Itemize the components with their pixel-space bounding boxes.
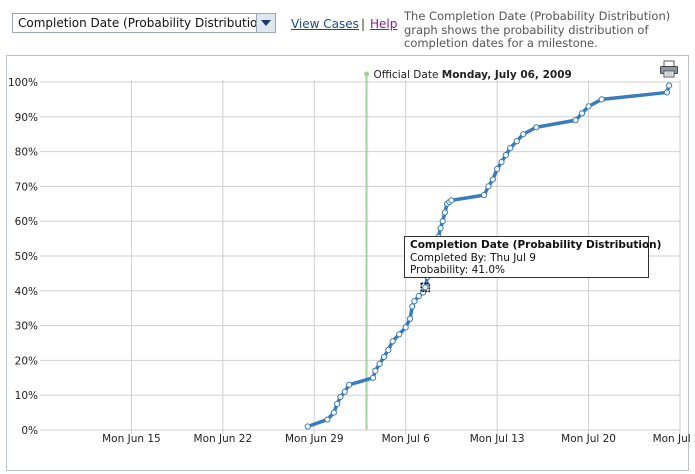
data-point — [663, 89, 671, 96]
y-tick-label: 60% — [15, 216, 38, 228]
y-tick-label: 50% — [15, 251, 38, 263]
data-point — [409, 303, 416, 310]
data-point — [666, 82, 673, 89]
data-point — [494, 165, 501, 173]
x-tick-label: Mon Jun 22 — [194, 433, 253, 445]
data-point — [572, 117, 579, 124]
x-axis: Mon Jun 15 Mon Jun 22 Mon Jun 29 Mon Jul 6 M… — [102, 433, 695, 445]
data-point — [485, 183, 492, 190]
chart-type-dropdown[interactable]: Completion Date (Probability Distributio… — [12, 13, 276, 33]
data-point — [330, 409, 337, 416]
data-point — [578, 110, 586, 117]
y-tick-label: 30% — [15, 321, 38, 333]
y-axis: 0% 10% 20% 30% 40% 50% 60% 70% 80% 90% 100% — [8, 77, 38, 437]
chart-description: The Completion Date (Probability Distrib… — [404, 9, 671, 50]
dropdown-toggle[interactable] — [256, 14, 275, 32]
data-point — [402, 324, 409, 331]
data-point — [533, 124, 540, 131]
data-point — [585, 103, 592, 110]
printer-icon — [660, 60, 678, 78]
data-point — [380, 353, 388, 361]
data-point — [324, 416, 331, 423]
chart-grid — [40, 80, 681, 434]
y-tick-label: 70% — [15, 181, 38, 193]
tooltip-completed-by: Completed By: Thu Jul 9 — [410, 251, 536, 264]
data-point — [520, 131, 527, 138]
data-point — [513, 138, 520, 145]
link-separator: | — [361, 17, 366, 31]
data-point — [489, 176, 496, 183]
data-point — [341, 388, 348, 395]
chevron-down-icon — [261, 20, 271, 26]
official-date-label: Official Date Monday, July 06, 2009 — [374, 69, 572, 81]
data-point — [369, 374, 377, 381]
data-point — [396, 331, 403, 338]
chart-tooltip: Completion Date (Probability Distributio… — [404, 236, 662, 278]
data-point — [437, 225, 444, 232]
tooltip-title: Completion Date (Probability Distributio… — [410, 239, 662, 251]
data-point — [372, 367, 379, 374]
data-point — [498, 158, 505, 166]
data-point — [422, 284, 429, 291]
official-date-dot — [364, 71, 370, 77]
data-point — [334, 400, 341, 407]
data-point — [502, 151, 509, 159]
view-cases-link[interactable]: View Cases — [291, 17, 359, 31]
official-date-marker: Official Date Monday, July 06, 2009 — [364, 69, 572, 430]
x-tick-label: Mon Jul 20 — [561, 433, 616, 445]
data-point — [448, 197, 455, 204]
data-point — [441, 209, 448, 216]
data-point — [439, 218, 446, 225]
dropdown-value: Completion Date (Probability Distributio… — [18, 16, 270, 30]
y-tick-label: 0% — [21, 425, 38, 437]
data-point — [346, 381, 353, 388]
print-button[interactable] — [659, 60, 679, 78]
y-tick-label: 40% — [15, 286, 38, 298]
data-point — [389, 338, 396, 345]
data-point — [376, 360, 383, 367]
y-tick-label: 80% — [15, 147, 38, 159]
data-point — [385, 346, 392, 354]
data-point — [507, 145, 514, 152]
data-point — [415, 292, 422, 300]
x-tick-label: Mon Jun 29 — [285, 433, 344, 445]
y-tick-label: 100% — [8, 77, 38, 89]
tooltip-probability: Probability: 41.0% — [410, 264, 505, 276]
x-tick-label: Mon Jul 13 — [470, 433, 525, 445]
x-tick-label: Mon Jun 15 — [102, 433, 161, 445]
data-point — [480, 192, 488, 199]
y-tick-label: 90% — [15, 112, 38, 124]
x-tick-label: Mon Jul 27 — [653, 433, 695, 445]
data-point — [337, 393, 344, 401]
data-point — [304, 423, 311, 430]
y-tick-label: 10% — [15, 390, 38, 402]
y-tick-label: 20% — [15, 355, 38, 367]
help-link[interactable]: Help — [370, 17, 398, 31]
data-point — [406, 315, 414, 322]
data-point — [411, 298, 418, 305]
data-point — [598, 96, 605, 103]
x-tick-label: Mon Jul 6 — [382, 433, 430, 445]
hovered-point — [420, 282, 431, 293]
